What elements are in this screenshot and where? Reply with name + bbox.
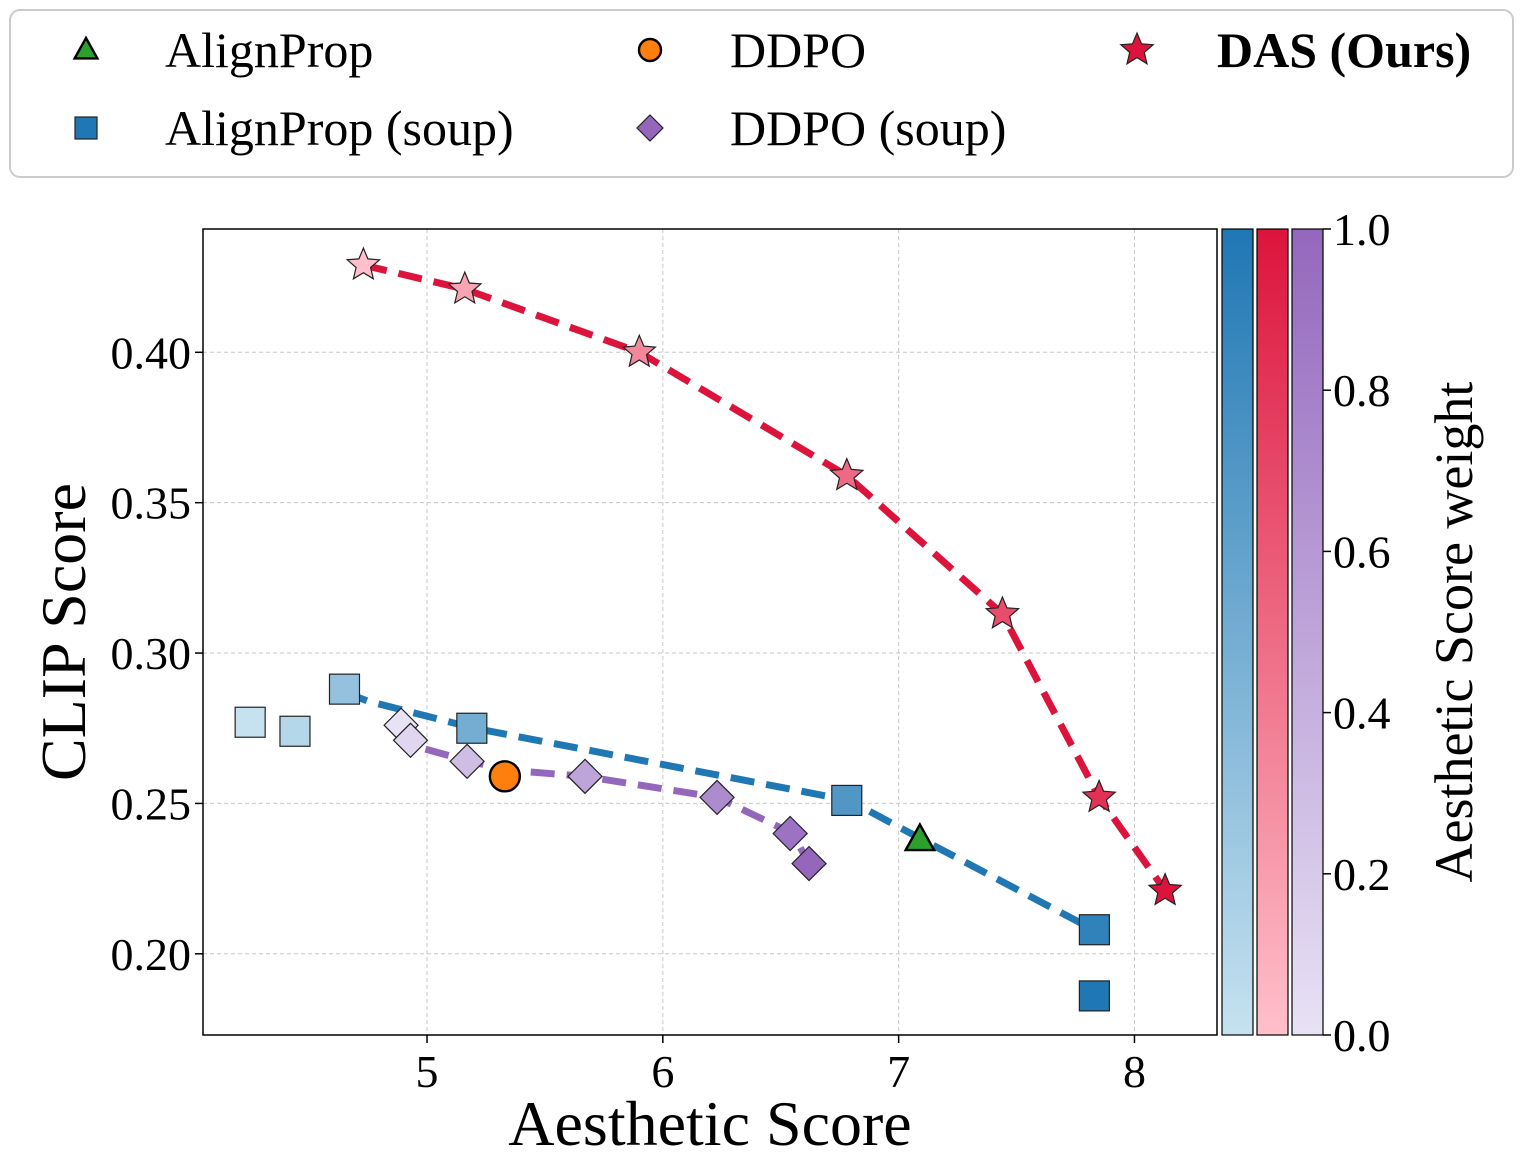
data-point (791, 845, 827, 882)
x-axis: 5 6 7 8 (416, 1035, 1146, 1097)
data-point (447, 270, 483, 305)
series-line (398, 723, 813, 866)
data-point (392, 722, 429, 759)
data-point (1078, 980, 1110, 1012)
data-point (903, 822, 937, 852)
y-tick-label: 0.30 (111, 628, 192, 679)
data-point (449, 743, 485, 780)
colorbar-tick-label: 1.0 (1333, 204, 1391, 255)
y-tick-label: 0.20 (111, 929, 192, 980)
legend-item: DAS (Ours) (1119, 22, 1471, 78)
legend-label: DDPO (730, 22, 866, 78)
legend: AlignProp AlignProp (soup) DDPO DDPO (soup)… (9, 9, 1514, 178)
legend-label: AlignProp (165, 22, 373, 78)
x-tick-label: 5 (416, 1046, 439, 1097)
colorbar-title: Aesthetic Score weight (1424, 382, 1484, 883)
legend-marker (1119, 31, 1155, 66)
legend-items: AlignProp AlignProp (soup) DDPO DDPO (soup)… (72, 22, 1471, 156)
colorbar-tick-label: 0.4 (1333, 688, 1391, 739)
series-line (343, 688, 1101, 936)
legend-item: AlignProp (72, 22, 373, 78)
data-point (328, 673, 361, 705)
colorbar-tick-label: 0.8 (1333, 365, 1391, 416)
series-line (362, 261, 1168, 893)
x-tick-label: 7 (887, 1046, 910, 1097)
y-tick-label: 0.25 (111, 778, 192, 829)
data-point (279, 715, 311, 747)
legend-marker (636, 114, 664, 142)
legend-label: AlignProp (soup) (165, 100, 514, 156)
colorbar-bars (1221, 228, 1324, 1036)
legend-marker (72, 35, 100, 60)
data-point (1081, 778, 1117, 813)
data-point (456, 712, 488, 744)
data-point (699, 779, 735, 816)
data-point (772, 815, 809, 852)
colorbar: 0.0 0.2 0.4 0.6 0.8 1.0 Aesthetic Score weigh… (1221, 204, 1484, 1061)
legend-item: DDPO (637, 22, 866, 78)
legend-label: DDPO (soup) (730, 100, 1006, 156)
legend-item: AlignProp (soup) (74, 100, 514, 156)
series-lines (343, 261, 1168, 936)
colorbar-strip (1221, 228, 1254, 1036)
plot-frame (202, 228, 1218, 1036)
data-point (1078, 914, 1110, 946)
colorbar-tick-label: 0.2 (1333, 849, 1391, 900)
y-tick-label: 0.40 (111, 327, 192, 378)
colorbar-ticks: 0.0 0.2 0.4 0.6 0.8 1.0 (1323, 204, 1391, 1061)
x-axis-title: Aesthetic Score (508, 1088, 911, 1159)
x-tick-label: 6 (651, 1046, 674, 1097)
legend-marker (637, 37, 663, 63)
data-point (829, 457, 865, 491)
y-axis: 0.20 0.25 0.30 0.35 0.40 (111, 327, 203, 980)
data-point (621, 333, 657, 368)
plot-area: 5 6 7 8 0.20 0.25 0.30 0.35 0.40 Aesthetic Scor… (28, 228, 1218, 1159)
x-tick-label: 8 (1123, 1046, 1146, 1097)
data-point (831, 784, 863, 817)
legend-label: DAS (Ours) (1217, 22, 1471, 78)
data-point (488, 760, 522, 793)
y-tick-label: 0.35 (111, 478, 192, 529)
data-point (345, 246, 381, 281)
colorbar-tick-label: 0.0 (1333, 1010, 1391, 1061)
legend-item: DDPO (soup) (636, 100, 1006, 156)
data-point (1147, 872, 1183, 906)
legend-marker (74, 116, 98, 140)
colorbar-tick-label: 0.6 (1333, 526, 1391, 577)
colorbar-strip (1256, 228, 1289, 1036)
data-point (567, 758, 603, 795)
series-points (234, 246, 1183, 1012)
data-point (984, 595, 1021, 629)
data-point (234, 706, 266, 738)
y-axis-title: CLIP Score (28, 483, 99, 781)
colorbar-strip (1291, 228, 1324, 1036)
